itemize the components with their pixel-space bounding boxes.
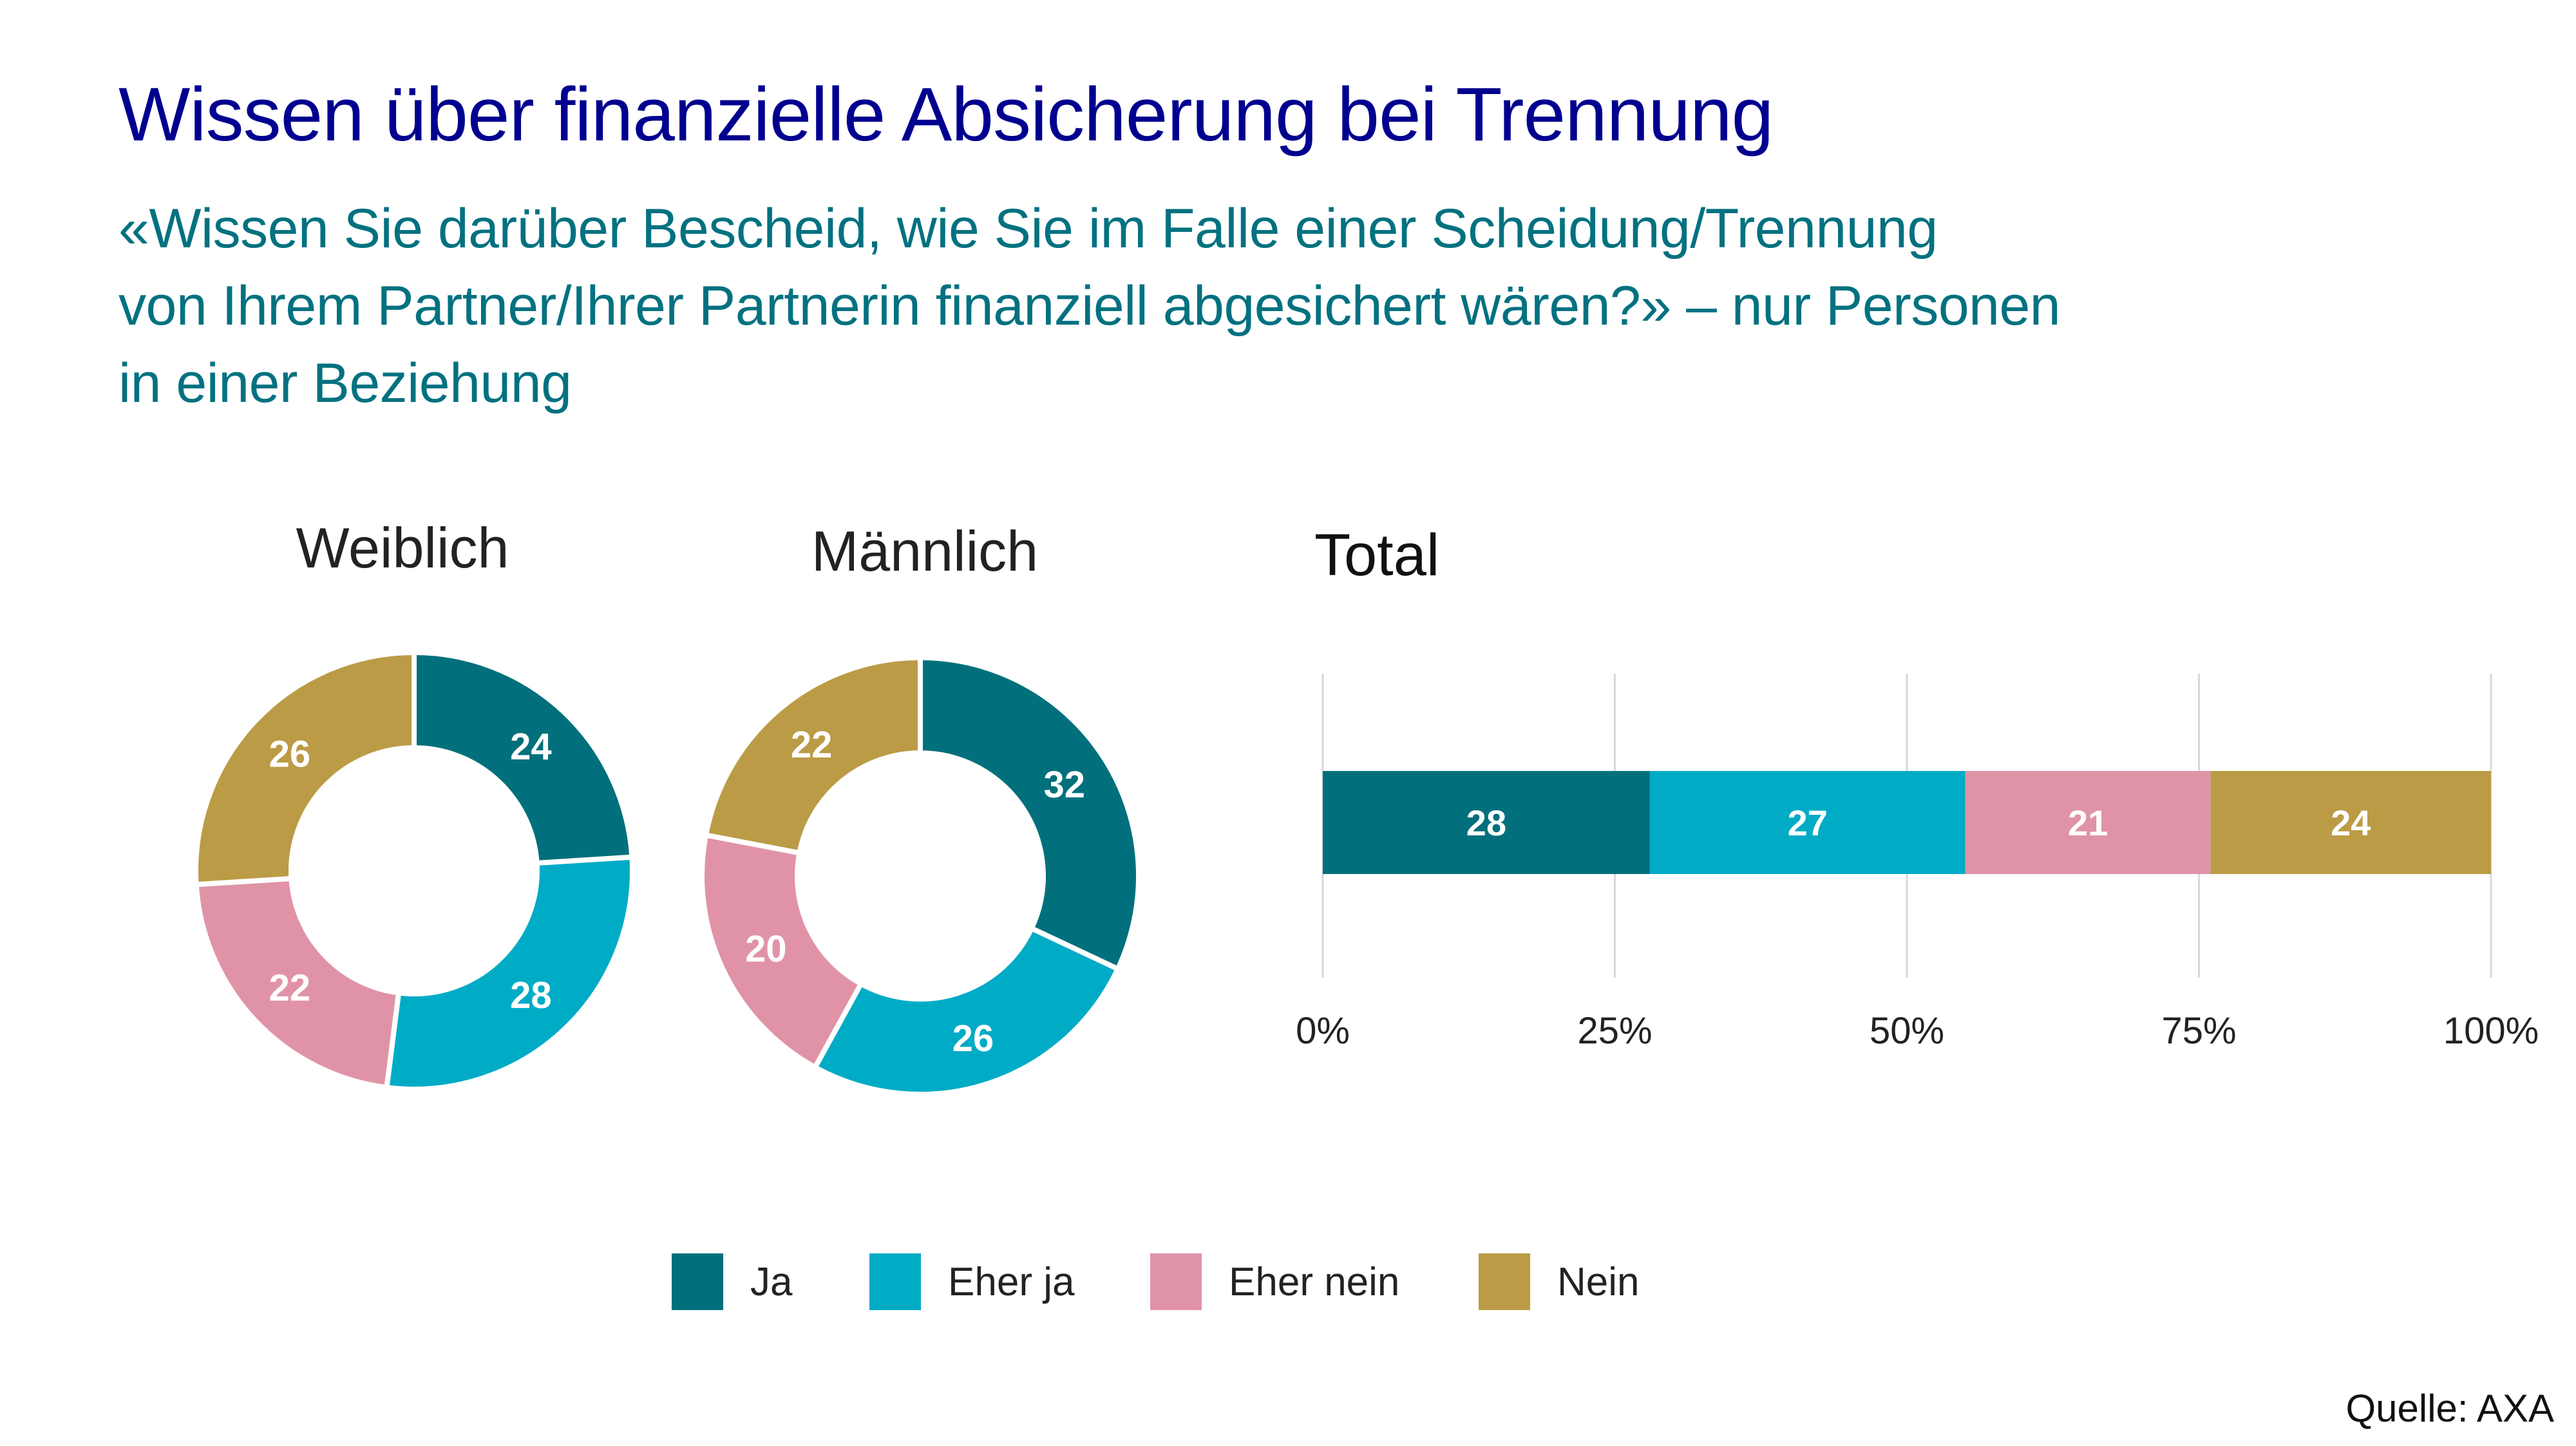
subtitle-line: von Ihrem Partner/Ihrer Partnerin finanz… xyxy=(118,275,2061,337)
donut-slice-ja xyxy=(918,654,1141,973)
donut-slice-eher-ja xyxy=(811,924,1122,1097)
bar-segments: 28 27 21 24 xyxy=(1323,771,2491,874)
chart-title: Wissen über finanzielle Absicherung bei … xyxy=(118,72,1774,157)
x-tick-label: 0% xyxy=(1296,1010,1350,1052)
legend-item-eher-ja: Eher ja xyxy=(869,1253,1074,1310)
donut-slice-eher-ja xyxy=(384,854,635,1092)
donut-data-label: 32 xyxy=(1043,764,1085,806)
donut-slice-nein xyxy=(703,654,923,856)
legend-label: Nein xyxy=(1557,1259,1640,1304)
legend-item-eher-nein: Eher nein xyxy=(1150,1253,1399,1310)
legend-swatch-ja xyxy=(672,1253,723,1310)
x-tick-label: 25% xyxy=(1577,1010,1652,1052)
donut-title-weiblich: Weiblich xyxy=(296,516,509,580)
subtitle-line: «Wissen Sie darüber Bescheid, wie Sie im… xyxy=(118,198,1938,260)
x-tick-label: 75% xyxy=(2161,1010,2236,1052)
donut-slice-eher-nein xyxy=(193,875,402,1090)
donut-data-label: 22 xyxy=(791,724,833,766)
legend-item-ja: Ja xyxy=(672,1253,792,1310)
donut-slice-eher-nein xyxy=(699,832,865,1071)
donut-data-label: 28 xyxy=(510,975,552,1016)
bar-data-label: 21 xyxy=(2068,803,2108,843)
legend-label: Eher nein xyxy=(1229,1259,1400,1304)
donut-data-label: 22 xyxy=(269,967,311,1009)
legend-swatch-eher-ja xyxy=(869,1253,921,1310)
legend: Ja Eher ja Eher nein Nein xyxy=(0,1253,2576,1311)
bar-data-label: 27 xyxy=(1788,803,1828,843)
donut-slice-ja xyxy=(412,649,635,866)
donut-weiblich: 24 28 22 26 xyxy=(193,649,635,1092)
donut-maennlich: 32 26 20 22 xyxy=(699,654,1141,1097)
bar-title-total: Total xyxy=(1314,522,1440,588)
source-note: Quelle: AXA xyxy=(2345,1387,2554,1430)
legend-swatch-eher-nein xyxy=(1150,1253,1202,1310)
legend-label: Eher ja xyxy=(948,1259,1075,1304)
bar-segment-eher-nein xyxy=(1965,771,2211,874)
donut-data-label: 26 xyxy=(952,1018,994,1060)
donut-slice-nein xyxy=(193,649,417,888)
legend-swatch-nein xyxy=(1479,1253,1530,1310)
donut-title-maennlich: Männlich xyxy=(811,519,1039,583)
bar-segment-nein xyxy=(2210,771,2491,874)
donut-data-label: 26 xyxy=(269,734,311,775)
x-tick-label: 100% xyxy=(2443,1010,2539,1052)
legend-item-nein: Nein xyxy=(1479,1253,1640,1310)
bar-segment-eher-ja xyxy=(1649,771,1965,874)
donut-data-label: 20 xyxy=(745,928,787,970)
x-tick-label: 50% xyxy=(1870,1010,1944,1052)
donut-data-label: 24 xyxy=(510,726,552,768)
bar-data-label: 24 xyxy=(2331,803,2371,843)
bar-tick-labels: 0% 25% 50% 75% 100% xyxy=(1296,1010,2539,1052)
bar-segment-ja xyxy=(1323,771,1650,874)
bar-data-label: 28 xyxy=(1466,803,1506,843)
subtitle-line: in einer Beziehung xyxy=(118,352,572,414)
legend-label: Ja xyxy=(750,1259,793,1304)
chart-subtitle: «Wissen Sie darüber Bescheid, wie Sie im… xyxy=(118,190,2061,422)
